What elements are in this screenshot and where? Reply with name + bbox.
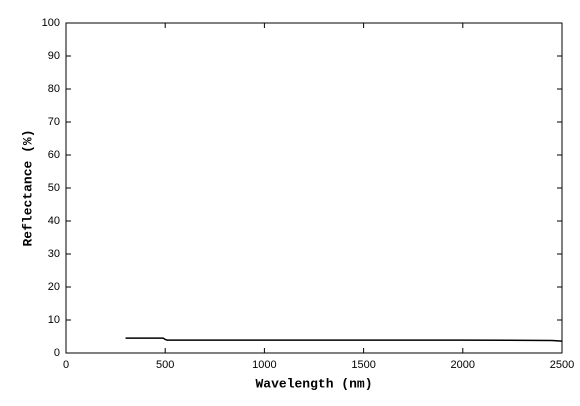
y-tick-label: 10 — [48, 314, 60, 326]
x-tick-label: 500 — [156, 359, 174, 371]
y-tick-label: 80 — [48, 83, 60, 95]
y-tick-label: 60 — [48, 149, 60, 161]
x-tick-label: 2000 — [451, 359, 475, 371]
y-tick-label: 40 — [48, 215, 60, 227]
y-axis-title: Reflectance (%) — [20, 129, 35, 246]
y-tick-label: 20 — [48, 281, 60, 293]
data-line — [125, 337, 563, 342]
y-tick-label: 70 — [48, 116, 60, 128]
y-tick-label: 100 — [42, 17, 60, 29]
y-tick-label: 30 — [48, 248, 60, 260]
x-tick-label: 1500 — [351, 359, 375, 371]
x-tick-label: 2500 — [550, 359, 574, 371]
y-tick-label: 50 — [48, 182, 60, 194]
x-tick-label: 1000 — [252, 359, 276, 371]
y-tick-label: 90 — [48, 50, 60, 62]
y-tick-label: 0 — [54, 347, 60, 359]
x-tick-label: 0 — [63, 359, 69, 371]
x-axis-title: Wavelength (nm) — [255, 376, 372, 391]
plot-frame — [65, 22, 563, 354]
